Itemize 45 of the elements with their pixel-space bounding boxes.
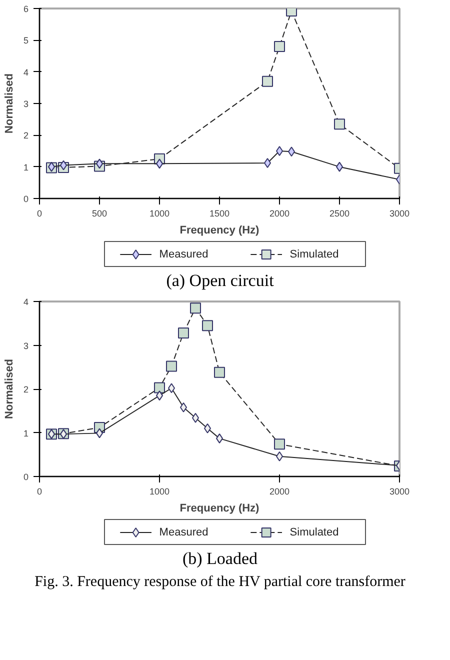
y-tick-label: 0 <box>23 472 29 482</box>
caption: Fig. 3. Frequency response of the HV partial core transformer <box>34 572 406 592</box>
x-tick-label: 2000 <box>269 208 290 218</box>
point <box>166 361 177 372</box>
y-tick-label: 1 <box>23 162 29 172</box>
point <box>274 438 285 450</box>
y-tick-label: 2 <box>23 384 29 395</box>
x-axis-title: Frequency (Hz) <box>180 502 260 515</box>
legend-label: Simulated <box>290 526 339 539</box>
point <box>214 367 225 378</box>
legend-label: Measured <box>159 526 208 539</box>
text: (b) Loaded <box>182 548 258 570</box>
legend-label: Simulated <box>290 248 339 260</box>
x-axis-title: Frequency (Hz) <box>180 224 260 236</box>
point <box>154 382 165 394</box>
y-axis-title: Normalised <box>3 359 16 420</box>
x-tick-label: 2000 <box>269 486 290 497</box>
x-tick-label: 0 <box>36 486 42 497</box>
point <box>262 76 273 87</box>
y-tick-label: 4 <box>23 67 29 78</box>
point <box>276 146 283 156</box>
text: (a) Open circuit <box>166 270 274 292</box>
point <box>178 328 189 339</box>
x-tick-label: 1500 <box>209 208 230 218</box>
x-tick-label: 500 <box>92 208 108 218</box>
x-tick-label: 3000 <box>389 486 410 497</box>
x-tick-label: 0 <box>36 208 42 218</box>
x-tick-label: 1000 <box>149 486 170 497</box>
y-tick-label: 3 <box>23 99 29 109</box>
y-tick-label: 0 <box>23 194 29 204</box>
y-tick-label: 5 <box>23 36 29 46</box>
point <box>334 118 345 130</box>
y-tick-label: 6 <box>23 4 29 14</box>
point <box>202 320 213 332</box>
y-tick-label: 3 <box>23 341 29 352</box>
point <box>274 41 285 52</box>
x-tick-label: 1000 <box>149 208 170 218</box>
y-tick-label: 2 <box>23 130 29 141</box>
point <box>190 302 201 314</box>
y-axis-title: Normalised <box>3 74 16 134</box>
y-tick-label: 1 <box>23 428 29 439</box>
x-tick-label: 3000 <box>389 208 410 218</box>
x-tick-label: 2500 <box>329 208 350 218</box>
y-tick-label: 4 <box>23 297 29 308</box>
legend-label: Measured <box>159 248 208 260</box>
